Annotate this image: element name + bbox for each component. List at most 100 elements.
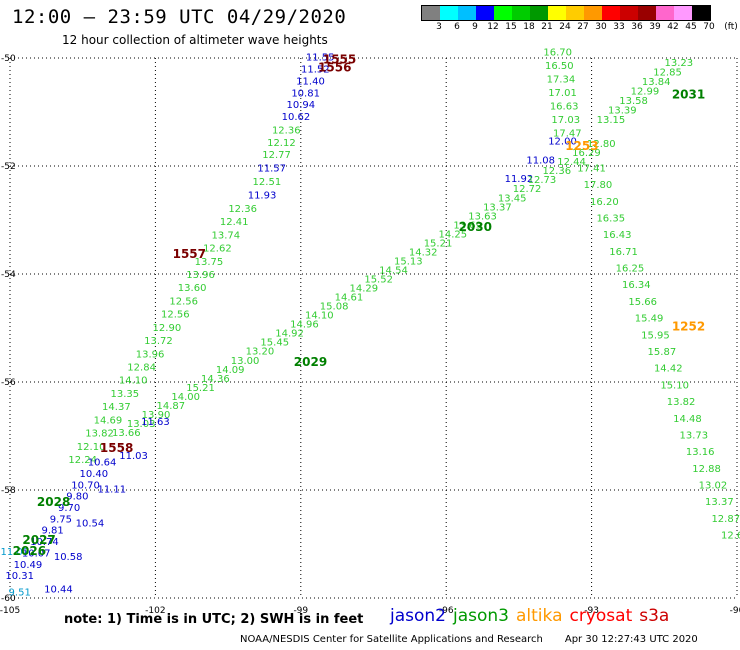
pass-label: 1555 — [323, 52, 356, 66]
pass-label: 2029 — [294, 355, 327, 369]
scale-label: 70 — [703, 22, 715, 32]
pass-label: 1556 — [318, 61, 351, 75]
swh-value: 13.73 — [680, 430, 709, 441]
scale-swatch — [494, 6, 512, 20]
swh-value: 10.07 — [22, 548, 51, 559]
swh-value: 12.44 — [557, 157, 586, 168]
swh-value: 13.84 — [642, 77, 671, 88]
scale-swatch — [530, 6, 548, 20]
swh-value: 13.02 — [699, 481, 728, 492]
x-tick-label: -105 — [0, 606, 20, 616]
swh-value: 17.03 — [551, 115, 580, 126]
swh-value: 12.90 — [153, 323, 182, 334]
swh-value: 12.10 — [77, 442, 106, 453]
swh-value: 15.87 — [648, 347, 677, 358]
pass-label: 2028 — [37, 495, 70, 509]
swh-value: 14.37 — [102, 402, 131, 413]
swh-value: 10.81 — [291, 88, 320, 99]
swh-value: 10.58 — [54, 552, 83, 563]
swh-value: 15.52 — [364, 275, 393, 286]
timestamp: Apr 30 12:27:43 UTC 2020 — [564, 634, 698, 645]
x-tick-label: -93 — [584, 606, 599, 616]
x-tick-label: -99 — [293, 606, 308, 616]
swh-value: 15.45 — [260, 338, 289, 349]
swh-value: 14.42 — [654, 364, 683, 375]
swh-value: 12.36 — [228, 204, 257, 215]
swh-value: 16.70 — [543, 47, 572, 58]
swh-value: 16.35 — [596, 213, 625, 224]
scale-swatch — [512, 6, 530, 20]
swh-value: 14.69 — [94, 415, 123, 426]
scale-swatch — [602, 6, 620, 20]
lat-lon-grid — [9, 57, 738, 599]
swh-value: 12.84 — [127, 362, 156, 373]
swh-value: 15.66 — [628, 297, 657, 308]
scale-swatch — [440, 6, 458, 20]
credit-text: NOAA/NESDIS Center for Satellite Applica… — [240, 634, 543, 645]
swh-value: 11.52 — [301, 65, 330, 76]
swh-value: 13.00 — [231, 356, 260, 367]
scale-swatch — [476, 6, 494, 20]
y-tick-label: -58 — [1, 486, 16, 496]
x-tick-label: -102 — [145, 606, 165, 616]
swh-value: 11.92 — [505, 174, 534, 185]
swh-value: 11.08 — [526, 155, 555, 166]
color-scale-labels: 3 6 9 12 15 18 21 24 27 30 33 36 39 42 45 70 (ft) — [421, 22, 740, 34]
swh-value: 12.77 — [262, 150, 291, 161]
swh-value: 13.69 — [453, 220, 482, 231]
y-tick-label: -50 — [1, 54, 16, 64]
swh-value: 10.54 — [76, 518, 105, 529]
swh-value: 13.82 — [85, 429, 114, 440]
swh-value: 15.49 — [635, 314, 664, 325]
scale-swatch — [638, 6, 656, 20]
swh-value: 13.37 — [705, 497, 734, 508]
swh-value: 11.11 — [97, 485, 126, 496]
legend-altika: altika — [516, 606, 563, 626]
y-tick-label: -52 — [1, 162, 16, 172]
swh-value: 15.08 — [320, 302, 349, 313]
scale-label: 36 — [631, 22, 643, 32]
swh-value: 12.36 — [542, 166, 571, 177]
swh-value: 10.49 — [14, 560, 43, 571]
pass-label: 1252 — [672, 320, 705, 334]
swh-value: 14.29 — [349, 284, 378, 295]
swh-value: 16.50 — [545, 61, 574, 72]
x-tick-label: -90 — [730, 606, 740, 616]
swh-value: 17.34 — [547, 74, 576, 85]
scale-label: 9 — [472, 22, 478, 32]
swh-value: 14.10 — [305, 311, 334, 322]
swh-value: 10.40 — [80, 469, 109, 480]
scale-swatch — [422, 6, 440, 20]
swh-value: 12.56 — [169, 296, 198, 307]
swh-value: 16.43 — [603, 230, 632, 241]
swh-value: 9.70 — [58, 503, 80, 514]
scale-label: 18 — [523, 22, 535, 32]
swh-value: 13.39 — [608, 105, 637, 116]
swh-value: 13.16 — [686, 447, 715, 458]
swh-value: 12.99 — [631, 86, 660, 97]
swh-value: 10.62 — [282, 112, 311, 123]
swh-value: 13.82 — [667, 397, 696, 408]
scale-label: 33 — [613, 22, 625, 32]
swh-value: 13.58 — [619, 96, 648, 107]
swh-value: 16.29 — [572, 148, 601, 159]
swh-value: 15.21 — [186, 383, 215, 394]
swh-value: 13.96 — [186, 270, 215, 281]
swh-value: 14.96 — [290, 320, 319, 331]
swh-value: 12.88 — [692, 464, 721, 475]
map-subtitle: 12 hour collection of altimeter wave hei… — [62, 33, 328, 47]
swh-value: 14.32 — [409, 247, 438, 258]
swh-value: 11.57 — [257, 163, 286, 174]
swh-value: 11.40 — [296, 76, 325, 87]
swh-value: 11.03 — [119, 451, 148, 462]
swh-value: 13.37 — [483, 202, 512, 213]
x-tick-label: -96 — [439, 606, 454, 616]
scale-label: 12 — [487, 22, 499, 32]
scale-label: 24 — [559, 22, 571, 32]
swh-value: 13.75 — [195, 257, 224, 268]
pass-label: 2031 — [672, 88, 705, 102]
swh-value: 13.23 — [665, 58, 694, 69]
swh-value: 13.72 — [144, 336, 173, 347]
legend-jason3: jason3 — [453, 606, 509, 626]
swh-value: 11.63 — [141, 417, 170, 428]
